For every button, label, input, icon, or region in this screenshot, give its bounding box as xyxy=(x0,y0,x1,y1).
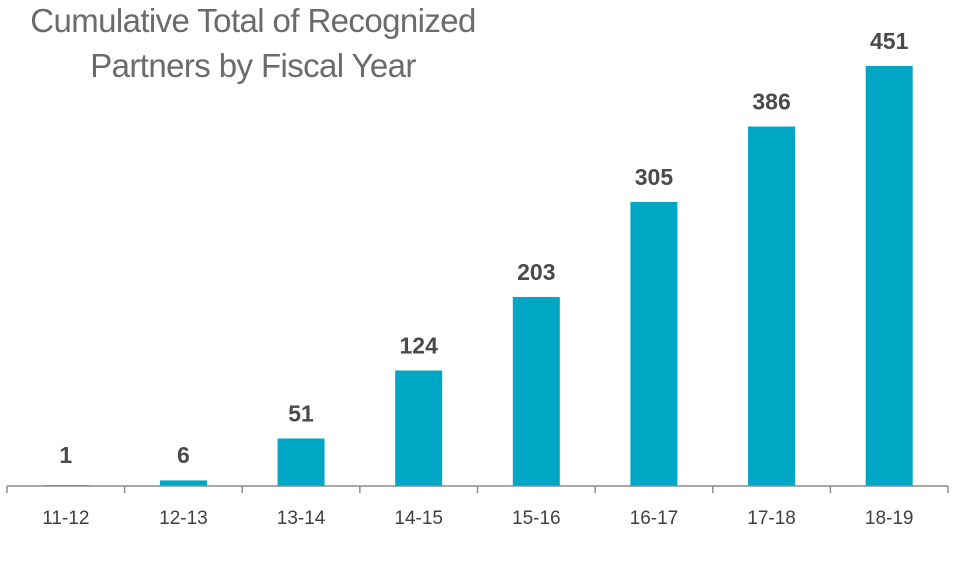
x-tick-label-18-19: 18-19 xyxy=(865,508,914,529)
bar-15-16 xyxy=(512,296,560,486)
x-axis-ticks xyxy=(6,486,949,493)
x-tick-label-14-15: 14-15 xyxy=(394,508,443,529)
bar-14-15 xyxy=(395,370,443,486)
bar-17-18 xyxy=(748,126,796,486)
value-label-15-16: 203 xyxy=(517,259,555,285)
value-label-17-18: 386 xyxy=(752,89,790,115)
bar-18-19 xyxy=(865,66,913,486)
x-tick-label-15-16: 15-16 xyxy=(512,508,561,529)
bar-12-13 xyxy=(159,480,207,486)
value-label-14-15: 124 xyxy=(400,333,439,359)
x-tick-label-12-13: 12-13 xyxy=(159,508,208,529)
value-label-13-14: 51 xyxy=(288,401,314,427)
bar-13-14 xyxy=(277,438,325,486)
x-axis-tick-labels: 11-12 12-13 13-14 14-15 15-16 16-17 17-18 18-19 xyxy=(42,508,913,529)
value-label-18-19: 451 xyxy=(870,28,909,54)
bars-group xyxy=(42,66,913,486)
value-label-12-13: 6 xyxy=(177,442,190,468)
chart-title-line-1: Cumulative Total of Recognized xyxy=(30,2,475,39)
x-tick-label-13-14: 13-14 xyxy=(277,508,326,529)
x-tick-label-17-18: 17-18 xyxy=(747,508,796,529)
chart-title-line-2: Partners by Fiscal Year xyxy=(90,47,416,84)
x-tick-label-11-12: 11-12 xyxy=(42,508,89,529)
value-label-16-17: 305 xyxy=(635,164,674,190)
bar-16-17 xyxy=(630,201,678,486)
value-label-11-12: 1 xyxy=(59,442,72,468)
value-labels-group: 1 6 51 124 203 305 386 451 xyxy=(59,28,908,468)
x-tick-label-16-17: 16-17 xyxy=(630,508,679,529)
